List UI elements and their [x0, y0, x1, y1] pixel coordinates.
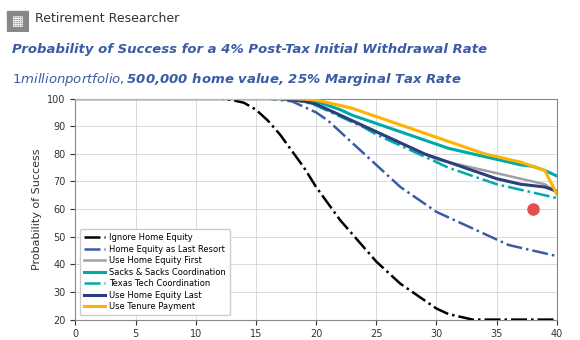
- Text: $1 million portfolio, $500,000 home value, 25% Marginal Tax Rate: $1 million portfolio, $500,000 home valu…: [12, 71, 461, 88]
- Y-axis label: Probability of Success: Probability of Success: [32, 148, 42, 270]
- Text: Retirement Researcher: Retirement Researcher: [35, 12, 179, 25]
- Legend: Ignore Home Equity, Home Equity as Last Resort, Use Home Equity First, Sacks & S: Ignore Home Equity, Home Equity as Last …: [79, 229, 230, 316]
- Text: Probability of Success for a 4% Post-Tax Initial Withdrawal Rate: Probability of Success for a 4% Post-Tax…: [12, 43, 487, 56]
- Text: ▦: ▦: [12, 15, 23, 28]
